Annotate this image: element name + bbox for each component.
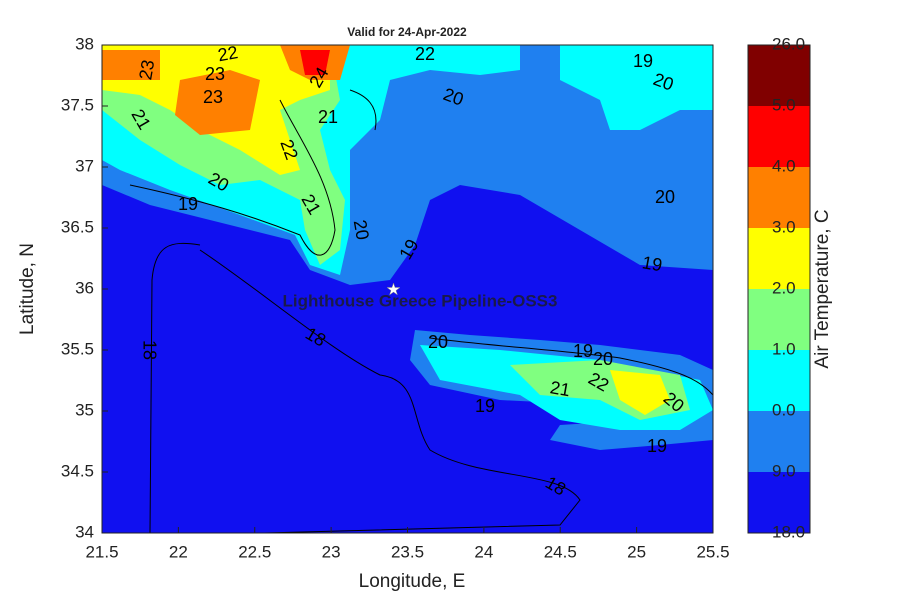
x-axis-label: Longitude, E: [359, 571, 466, 592]
colorbar-tick-label: 5.0: [772, 95, 796, 114]
colorbar-tick-label: 1.0: [772, 339, 796, 358]
contour-line: [199, 249, 581, 534]
contour-label: 22: [216, 42, 239, 65]
y-tick-label: 34.5: [61, 461, 94, 480]
x-tick-label: 22.5: [238, 542, 271, 561]
level-region: [300, 50, 330, 75]
colorbar-band: [748, 289, 810, 350]
colorbar-tick-label: 4.0: [772, 156, 796, 175]
colorbar-frame: [747, 44, 811, 534]
contour-label: 20: [350, 218, 373, 241]
x-tick-label: 24: [474, 542, 493, 561]
x-tick-label: 22: [169, 542, 188, 561]
contour-label: 20: [593, 349, 613, 369]
title: Valid for 24-Apr-2022: [347, 25, 467, 39]
x-tick-label: 21.5: [85, 542, 118, 561]
contour-label: 19: [475, 396, 495, 416]
contour-label: 20: [655, 187, 675, 207]
colorbar-tick-label: 26.0: [772, 34, 805, 53]
x-tick-label: 23.5: [391, 542, 424, 561]
y-tick-label: 34: [75, 522, 94, 541]
contour-field: [102, 45, 714, 534]
colorbar: [748, 45, 810, 533]
contour-label: 23: [203, 87, 223, 107]
contour-line: [149, 242, 201, 534]
y-tick-label: 35: [75, 400, 94, 419]
colorbar-label: Air Temperature, C: [812, 209, 833, 368]
y-tick-label: 37: [75, 156, 94, 175]
x-tick-label: 24.5: [544, 542, 577, 561]
colorbar-band: [748, 411, 810, 472]
y-tick-label: 38: [75, 34, 94, 53]
site-label: Lighthouse Greece Pipeline-OSS3: [283, 291, 558, 310]
colorbar-tick-label: 0.0: [772, 400, 796, 419]
contour-label: 19: [633, 51, 653, 71]
x-tick-label: 23: [322, 542, 341, 561]
colorbar-band: [748, 167, 810, 228]
colorbar-band: [748, 45, 810, 106]
colorbar-band: [748, 350, 810, 411]
contour-label: 20: [428, 332, 448, 352]
colorbar-tick-label: 2.0: [772, 278, 796, 297]
y-tick-label: 35.5: [61, 339, 94, 358]
y-tick-label: 36.5: [61, 217, 94, 236]
contour-label: 23: [135, 58, 158, 81]
x-tick-label: 25.5: [696, 542, 729, 561]
level-region: [102, 50, 160, 80]
y-tick-label: 36: [75, 278, 94, 297]
x-tick-label: 25: [627, 542, 646, 561]
colorbar-band: [748, 106, 810, 167]
contour-label: 21: [549, 377, 572, 400]
y-tick-label: 37.5: [61, 95, 94, 114]
contour-label: 19: [573, 341, 593, 361]
contour-label: 18: [139, 340, 159, 360]
level-region: [560, 45, 713, 130]
contour-label: 23: [205, 64, 225, 84]
contour-label: 19: [647, 436, 667, 456]
colorbar-band: [748, 228, 810, 289]
colorbar-band: [748, 472, 810, 533]
level-region: [175, 70, 260, 135]
colorbar-tick-label: 3.0: [772, 217, 796, 236]
site-marker: [386, 282, 401, 296]
colorbar-tick-label: 9.0: [772, 461, 796, 480]
contour-label: 19: [641, 252, 664, 275]
coastline: [129, 89, 714, 396]
colorbar-tick-label: 18.0: [772, 522, 805, 541]
contour-label: 21: [318, 107, 338, 127]
contour-label: 19: [178, 194, 198, 214]
level-region: [610, 370, 670, 415]
y-axis-label: Latitude, N: [17, 243, 38, 335]
contour-label: 22: [415, 44, 435, 64]
